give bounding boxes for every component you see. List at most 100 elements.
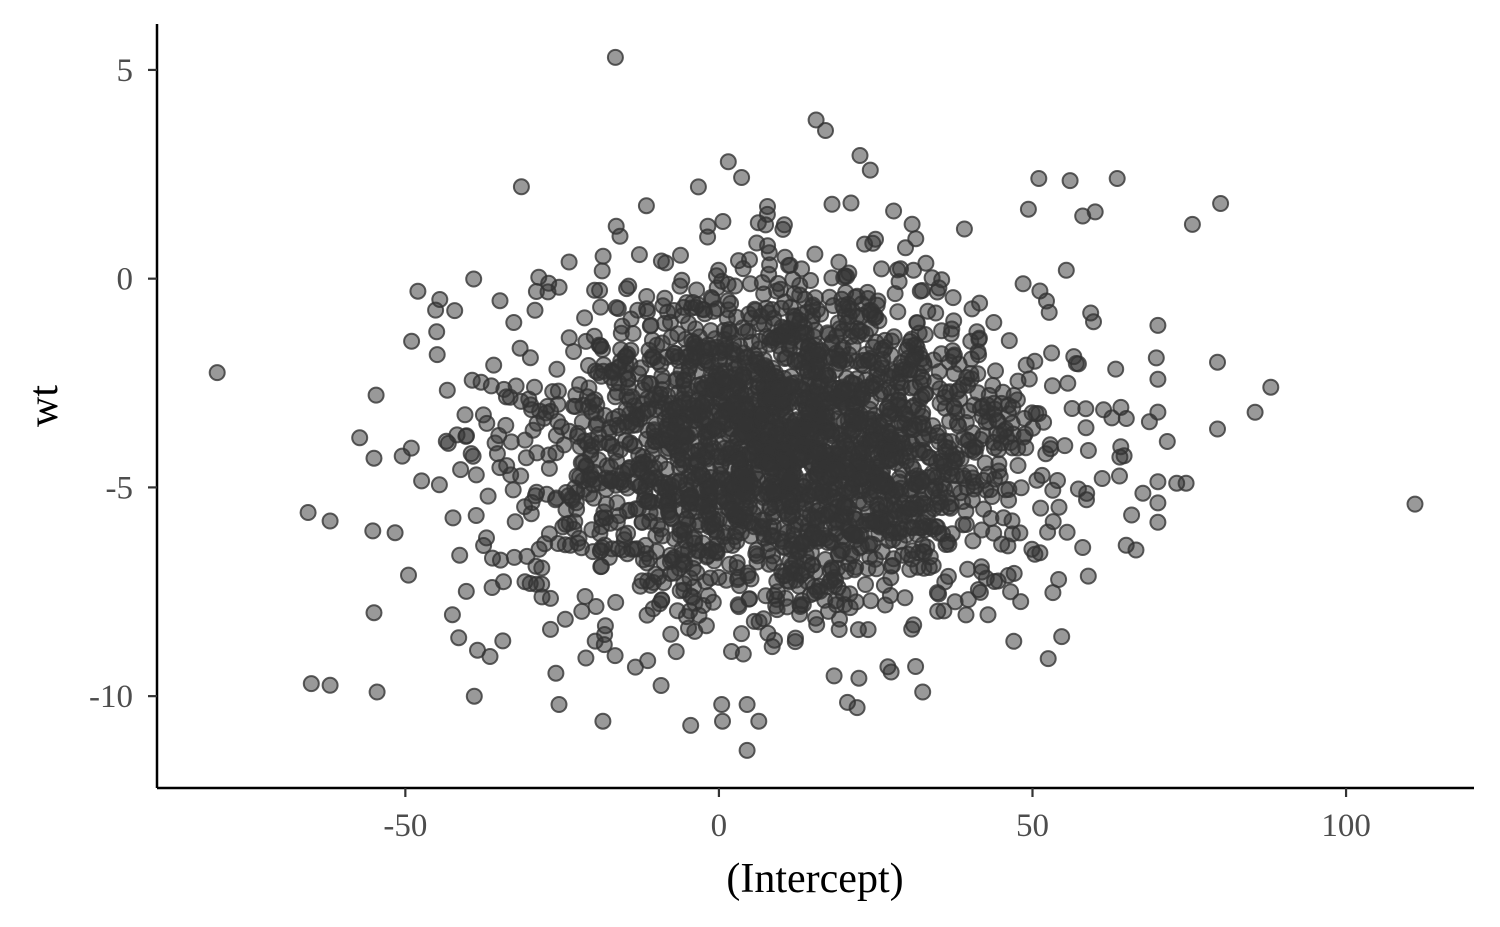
data-point (613, 464, 631, 482)
data-point (931, 380, 949, 398)
data-point (825, 667, 843, 685)
data-point (932, 345, 950, 363)
data-point (969, 365, 987, 383)
data-point (817, 122, 834, 139)
data-point (521, 575, 539, 592)
data-point (1149, 403, 1167, 421)
data-point (701, 478, 719, 496)
data-point (638, 606, 656, 624)
data-point (1112, 438, 1130, 456)
data-point (735, 344, 753, 362)
data-point (687, 298, 705, 316)
data-point (512, 467, 530, 485)
data-point (846, 561, 863, 579)
data-point (783, 418, 801, 436)
data-point (577, 649, 595, 667)
data-point (1059, 374, 1077, 392)
data-point (638, 300, 656, 318)
data-point (969, 384, 987, 402)
data-point (964, 532, 982, 550)
data-point (533, 559, 551, 577)
data-point (640, 400, 658, 418)
data-point (351, 429, 369, 447)
data-point (565, 343, 583, 360)
data-point (844, 337, 862, 355)
data-point (930, 279, 948, 297)
data-point (504, 481, 522, 499)
data-point (699, 587, 717, 605)
data-point (939, 567, 957, 585)
data-point (583, 403, 601, 421)
data-point (653, 478, 671, 496)
data-point (879, 658, 897, 676)
data-point (1002, 583, 1020, 601)
data-point (783, 507, 801, 525)
data-point (446, 302, 464, 320)
data-point (963, 300, 981, 318)
data-point (1041, 436, 1059, 454)
data-point (652, 677, 670, 694)
data-point (944, 289, 962, 307)
data-point (802, 272, 820, 289)
data-point (511, 339, 529, 357)
data-point (785, 311, 803, 329)
data-point (859, 621, 877, 639)
data-point (676, 426, 694, 444)
data-point (705, 514, 723, 532)
data-point (630, 246, 648, 264)
data-point (1057, 261, 1075, 279)
data-point (699, 228, 717, 246)
data-point (1004, 399, 1022, 416)
data-point (386, 524, 404, 542)
data-point (1043, 377, 1061, 395)
data-point (924, 482, 942, 500)
data-point (1023, 404, 1041, 422)
data-point (963, 491, 981, 509)
data-point (607, 217, 625, 235)
data-point (631, 460, 649, 478)
data-point (800, 404, 818, 422)
data-point (897, 405, 915, 423)
data-point (761, 256, 779, 274)
data-point (1056, 437, 1074, 455)
data-point (776, 567, 794, 585)
data-point (759, 237, 777, 255)
data-point (1012, 593, 1030, 611)
data-point (883, 450, 901, 468)
data-point (875, 576, 893, 594)
data-point (560, 253, 578, 271)
data-point (737, 386, 755, 404)
data-point (864, 444, 882, 462)
data-point (506, 513, 524, 531)
data-point (748, 547, 766, 565)
data-point (730, 451, 748, 469)
data-point (952, 450, 970, 468)
x-tick-label: 100 (1321, 808, 1371, 844)
data-point (816, 520, 834, 537)
data-point (1074, 207, 1092, 225)
data-point (1183, 215, 1201, 233)
data-point (1149, 473, 1167, 491)
data-point (520, 390, 538, 408)
data-point (556, 610, 574, 628)
data-point (498, 457, 516, 475)
data-point (430, 476, 448, 494)
data-point (467, 466, 485, 484)
data-point (945, 365, 963, 383)
data-point (403, 332, 421, 350)
data-point (321, 676, 339, 694)
data-point (764, 482, 782, 500)
data-point (812, 429, 830, 447)
y-tick-label: 0 (117, 262, 134, 298)
data-point (591, 281, 609, 299)
data-point (606, 647, 624, 665)
data-point (608, 513, 626, 531)
data-point (684, 530, 702, 548)
data-point (903, 215, 921, 233)
data-point (619, 371, 637, 389)
data-point (673, 501, 691, 519)
data-point (907, 230, 925, 248)
data-point (1079, 567, 1097, 585)
data-point (573, 602, 591, 620)
data-point (907, 658, 925, 675)
